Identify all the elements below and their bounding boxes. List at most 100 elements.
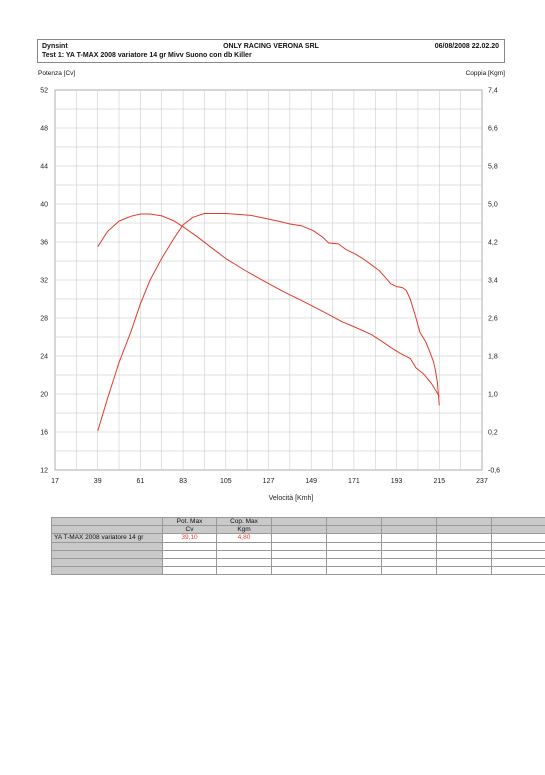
y-right-tick-label: 5,0	[488, 202, 498, 209]
right-axis-title: Coppia [Kgm]	[465, 70, 505, 77]
y-right-tick-label: 6,6	[488, 126, 498, 133]
x-tick-label: 171	[348, 478, 360, 485]
table-cell	[381, 566, 437, 576]
y-right-tick-label: 5,8	[488, 164, 498, 171]
table-cell	[326, 541, 382, 551]
test-description: Test 1: YA T-MAX 2008 variatore 14 gr Mi…	[42, 52, 252, 59]
y-right-tick-label: 3,4	[488, 278, 498, 285]
table-row	[51, 549, 545, 559]
table-cell	[271, 533, 327, 543]
table-cell	[162, 557, 217, 568]
y-left-tick-label: 48	[40, 126, 48, 133]
table-cell	[436, 549, 492, 559]
table-cell	[326, 525, 382, 535]
y-left-tick-label: 12	[40, 468, 48, 475]
y-left-tick-label: 28	[40, 316, 48, 323]
table-cell	[381, 541, 437, 551]
x-tick-label: 237	[476, 478, 488, 485]
table-cell	[216, 566, 272, 576]
table-cell	[491, 525, 545, 535]
table-cell: 39,10	[162, 533, 217, 543]
table-cell	[216, 541, 272, 551]
table-cell	[216, 557, 272, 568]
table-row	[51, 566, 545, 576]
table-cell	[216, 549, 272, 559]
series-layer	[97, 213, 440, 432]
y-right-tick-label: 1,0	[488, 392, 498, 399]
table-cell	[491, 549, 545, 559]
table-cell	[436, 566, 492, 576]
grid	[55, 90, 482, 470]
table-cell	[271, 525, 327, 535]
table-cell	[436, 533, 492, 543]
y-left-tick-label: 40	[40, 202, 48, 209]
x-tick-label: 17	[51, 478, 59, 485]
table-cell: Kgm	[216, 525, 272, 535]
table-cell	[381, 557, 437, 568]
y-left-tick-label: 36	[40, 240, 48, 247]
y-left-tick-label: 24	[40, 354, 48, 361]
table-row	[51, 557, 545, 568]
y-left-tick-label: 44	[40, 164, 48, 171]
table-cell	[162, 566, 217, 576]
report-header: Dynsint ONLY RACING VERONA SRL 06/08/200…	[37, 39, 505, 63]
power-curve	[97, 213, 440, 432]
table-cell	[491, 533, 545, 543]
table-cell	[491, 557, 545, 568]
table-units-row: Cv Kgm	[51, 525, 545, 535]
x-tick-label: 83	[179, 478, 187, 485]
x-tick-label: 149	[305, 478, 317, 485]
y-right-tick-label: 0,2	[488, 430, 498, 437]
y-left-tick-label: 52	[40, 88, 48, 95]
x-tick-label: 127	[263, 478, 275, 485]
table-cell	[381, 516, 437, 527]
table-cell: Pot. Max	[162, 516, 217, 527]
table-cell	[326, 533, 382, 543]
table-cell	[326, 566, 382, 576]
x-tick-label: 215	[433, 478, 445, 485]
table-cell	[271, 557, 327, 568]
left-axis-title: Potenza [Cv]	[38, 70, 76, 77]
x-tick-label: 193	[391, 478, 403, 485]
table-cell	[491, 541, 545, 551]
x-tick-label: 61	[137, 478, 145, 485]
x-tick-label: 39	[94, 478, 102, 485]
y-right-tick-label: 4,2	[488, 240, 498, 247]
table-header-row: Pot. Max Cop. Max	[51, 516, 545, 527]
y-right-tick-label: 1,8	[488, 354, 498, 361]
table-cell	[51, 566, 163, 576]
table-cell	[51, 549, 163, 559]
x-axis-title: Velocità [Kmh]	[269, 495, 314, 502]
y-left-tick-label: 32	[40, 278, 48, 285]
table-cell	[162, 541, 217, 551]
table-cell	[326, 516, 382, 527]
tick-labels: 17 39 61 83 105 127 149 171 193 215 237 12 16 20 24 28 3…	[40, 88, 500, 486]
table-cell	[326, 557, 382, 568]
table-cell	[491, 516, 545, 527]
table-cell	[51, 557, 163, 568]
table-cell	[51, 541, 163, 551]
table-cell	[51, 516, 163, 527]
table-cell	[381, 525, 437, 535]
company-name: Dynsint	[42, 43, 68, 50]
torque-curve	[97, 213, 440, 397]
y-right-tick-label: 2,6	[488, 316, 498, 323]
table-cell	[271, 566, 327, 576]
table-cell: 4,80	[216, 533, 272, 543]
table-cell: Cv	[162, 525, 217, 535]
table-row: YA T-MAX 2008 variatore 14 gr 39,10 4,80	[51, 533, 545, 543]
table-cell	[436, 516, 492, 527]
table-cell	[326, 549, 382, 559]
table-cell	[271, 516, 327, 527]
table-cell: Cop. Max	[216, 516, 272, 527]
table-cell	[381, 533, 437, 543]
table-cell	[491, 566, 545, 576]
results-table: Pot. Max Cop. Max Cv Kgm YA T-MAX 2008 varia…	[51, 516, 545, 576]
report-datetime: 06/08/2008 22.02.20	[434, 43, 499, 50]
report-title: ONLY RACING VERONA SRL	[223, 43, 319, 50]
table-cell	[162, 549, 217, 559]
x-tick-label: 105	[220, 478, 232, 485]
table-cell	[271, 549, 327, 559]
y-right-tick-label: -0,6	[488, 468, 500, 475]
